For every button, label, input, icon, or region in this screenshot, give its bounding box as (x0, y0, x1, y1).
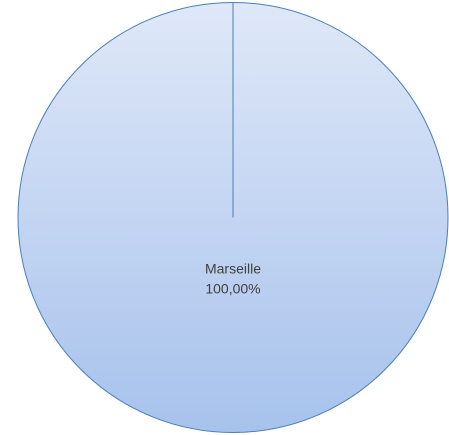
slice-percent-label: 100,00% (205, 281, 260, 297)
slice-category-label: Marseille (205, 261, 261, 277)
pie-labels: Marseille 100,00% (205, 261, 261, 297)
pie-slices (17, 2, 449, 433)
